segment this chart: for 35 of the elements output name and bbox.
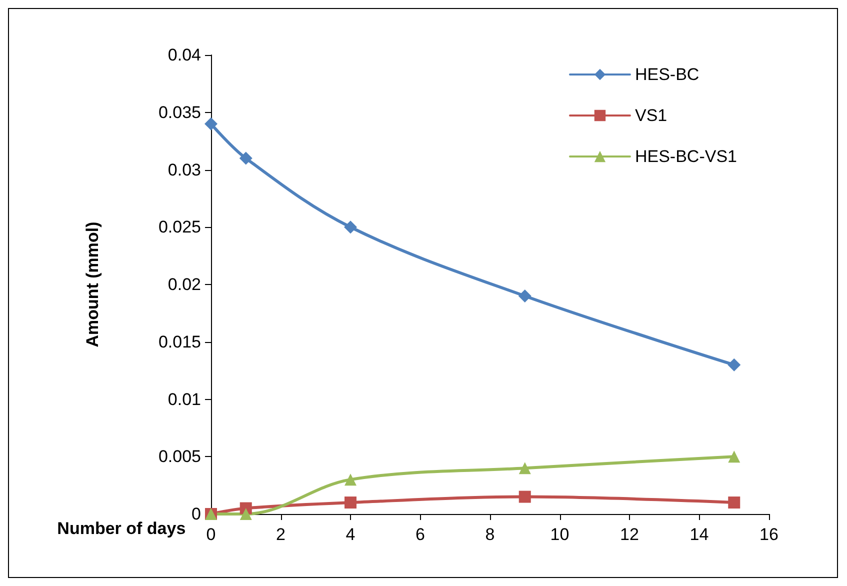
point [518, 289, 532, 302]
x-tick-label: 8 [485, 525, 495, 544]
point [518, 462, 531, 474]
x-tick-label: 10 [550, 525, 570, 544]
point [344, 220, 357, 234]
x-axis-title: Number of days [57, 519, 186, 538]
point [204, 117, 218, 130]
point [344, 474, 356, 486]
x-tick-label: 2 [276, 525, 286, 544]
x-tick-label: 16 [760, 525, 778, 544]
y-axis-title: Amount (mmol) [83, 222, 102, 348]
point [344, 496, 356, 509]
y-tick-label: 0.02 [168, 275, 201, 294]
x-tick-label: 0 [206, 525, 216, 544]
point [728, 358, 741, 372]
point [239, 152, 252, 165]
x-tick-label: 6 [416, 525, 425, 544]
x-tick-label: 12 [620, 525, 639, 544]
y-tick-label: 0.015 [158, 332, 201, 352]
y-tick-label: 0.03 [168, 160, 201, 180]
legend-label: VS1 [634, 106, 668, 125]
y-tick-label: 0.005 [158, 447, 201, 466]
point [518, 490, 531, 503]
legend-label: HES-BC [634, 65, 700, 84]
point [728, 450, 740, 463]
x-tick-label: 14 [690, 525, 709, 544]
y-tick-label: 0 [192, 504, 201, 524]
legend-label: HES-BC-VS1 [634, 147, 738, 166]
point [240, 508, 252, 520]
y-tick-label: 0.025 [158, 218, 201, 237]
y-tick-label: 0.04 [168, 46, 201, 64]
y-tick-label: 0.035 [158, 102, 201, 122]
y-tick-label: 0.01 [168, 390, 201, 409]
x-tick-label: 4 [346, 525, 356, 544]
point [728, 496, 740, 509]
